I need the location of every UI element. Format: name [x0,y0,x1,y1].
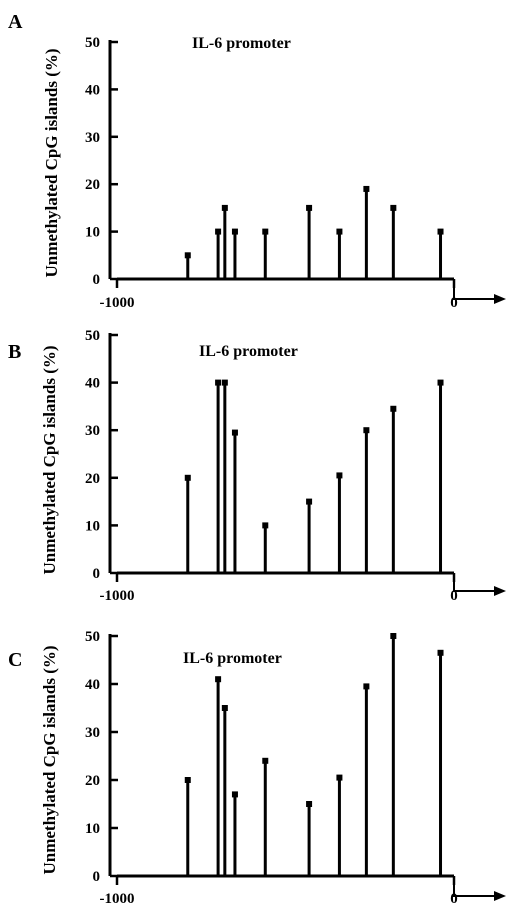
y-tick-label: 10 [85,225,100,241]
chart-title: IL-6 promoter [199,343,298,360]
data-point [221,705,228,711]
y-tick-label: 40 [85,376,100,392]
y-tick-label: 40 [85,82,100,98]
y-tick-label: 30 [85,725,100,741]
y-axis-label: Unmethylated CpG islands (%) [40,345,59,574]
y-tick-label: 20 [85,471,100,487]
data-point [215,676,222,683]
arrow-head-icon [494,294,506,304]
x-tick-label: -1000 [100,295,135,311]
y-tick-label: 30 [85,130,100,146]
y-tick-label: 20 [85,773,100,789]
chart-title: IL-6 promoter [192,35,291,52]
panel-b: B IL-6 promoter Unmethylated CpG islands… [8,328,506,604]
y-tick-label: 20 [85,177,100,193]
y-tick-label: 50 [85,328,100,344]
data-point [221,204,228,211]
y-tick-label: 50 [85,35,100,51]
panel-letter: A [8,11,23,33]
plot-area: 0 10 20 30 40 50 -1000 0 [85,629,506,907]
arrow-head-icon [494,891,506,901]
y-tick-label: 30 [85,423,100,439]
y-tick-label: 40 [85,677,100,693]
data-point [184,252,191,259]
y-tick-label: 50 [85,629,100,645]
data-point [437,228,444,235]
x-tick-label: -1000 [100,891,135,907]
data-point [231,228,238,235]
data-point [262,522,269,529]
transcription-start-line [453,876,498,897]
panel-letter: C [8,649,22,671]
y-tick-label: 10 [85,518,100,534]
y-axis-label: Unmethylated CpG islands (%) [42,48,61,277]
data-point [184,474,191,481]
x-tick-label: 0 [450,891,458,907]
y-tick-label: 0 [93,272,101,288]
data-point [363,427,370,434]
data-point [390,405,397,412]
x-tick-label: 0 [450,588,458,604]
transcription-start-line [453,573,498,592]
data-point [437,649,444,656]
panel-a: A IL-6 promoter Unmethylated CpG islands… [8,11,506,311]
data-point [306,204,313,211]
panel-c: C IL-6 promoter Unmethylated CpG islands… [8,629,506,907]
data-point [336,228,343,235]
data-point [390,204,397,211]
y-tick-label: 0 [93,869,101,885]
data-point [231,429,238,436]
data-point [390,633,397,639]
data-point [221,379,228,386]
transcription-start-line [453,279,498,300]
data-point [306,801,313,807]
data-point [262,757,269,764]
data-point [306,498,313,505]
data-point [336,472,343,479]
data-point [262,228,269,235]
data-point [437,379,444,386]
y-tick-label: 0 [93,566,101,582]
chart-title: IL-6 promoter [183,650,282,667]
data-point [231,791,238,798]
x-tick-label: 0 [450,295,458,311]
plot-area: 0 10 20 30 40 50 -1000 0 [85,35,506,311]
data-point [363,185,370,192]
y-tick-label: 10 [85,821,100,837]
panel-letter: B [8,341,21,363]
data-point [215,228,222,235]
data-point [184,777,191,783]
data-point [336,774,343,781]
arrow-head-icon [494,586,506,596]
x-tick-label: -1000 [100,588,135,604]
data-point [215,379,222,386]
data-point [363,683,370,690]
plot-area: 0 10 20 30 40 50 -1000 0 [85,328,506,604]
y-axis-label: Unmethylated CpG islands (%) [40,645,59,874]
